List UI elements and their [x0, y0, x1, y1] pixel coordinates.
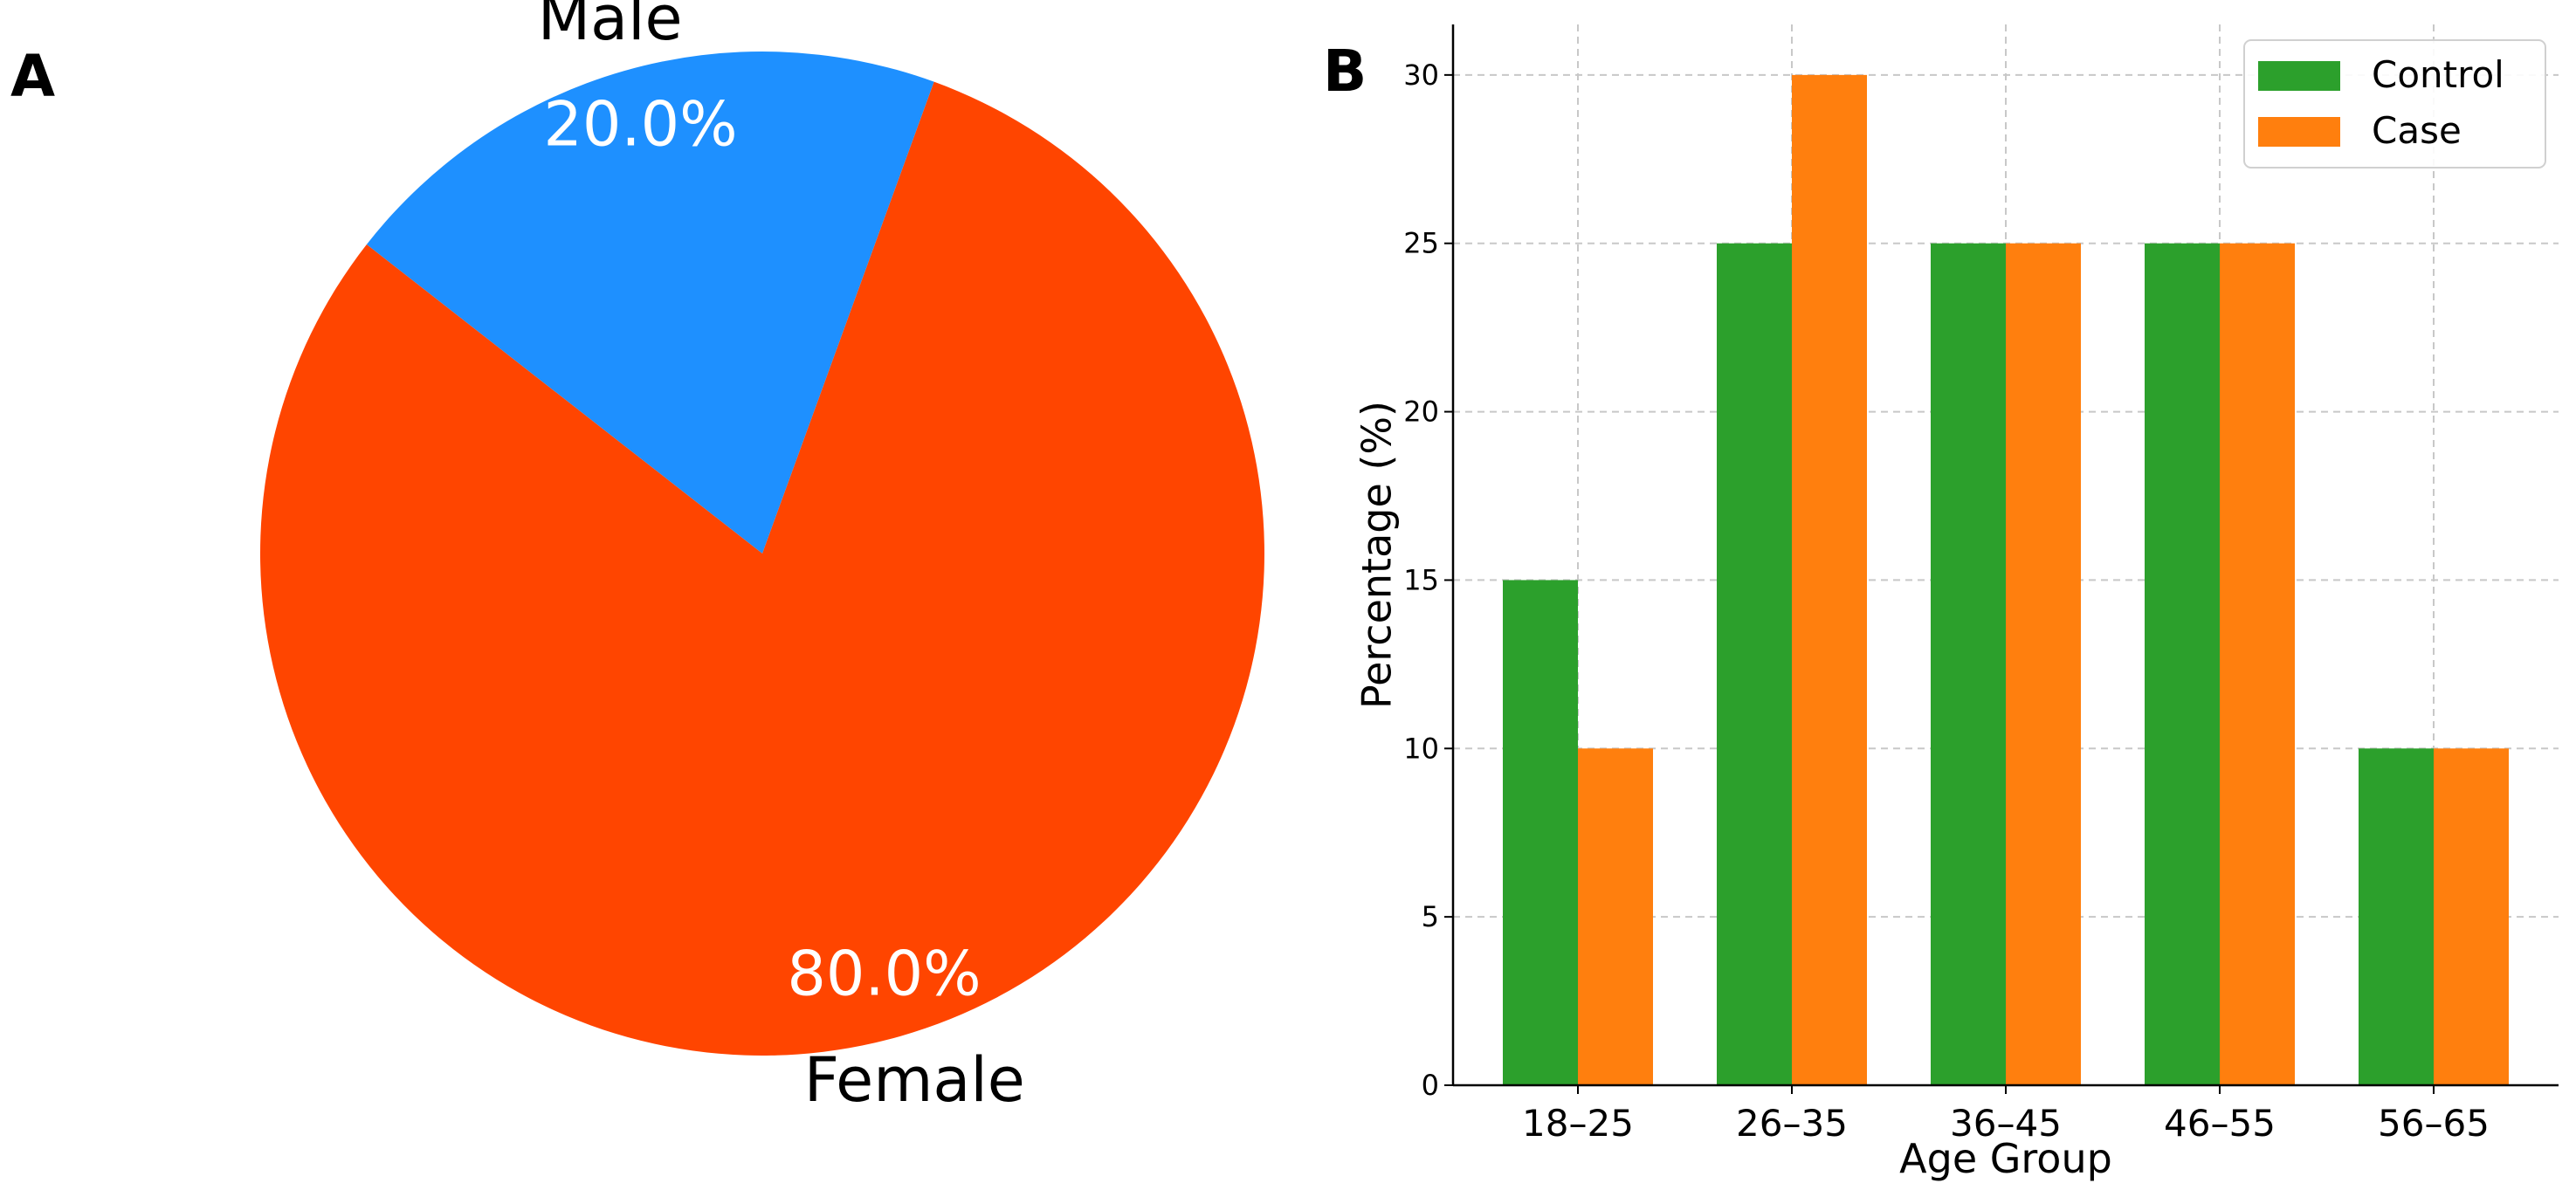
pie-label-female: Female — [804, 1044, 1025, 1116]
legend: Control Case — [2243, 39, 2546, 169]
x-tick-label: 56–65 — [2378, 1102, 2490, 1145]
pie-percent-female: 80.0% — [787, 938, 981, 1009]
legend-label-control: Control — [2372, 53, 2504, 96]
x-tick-label: 18–25 — [1522, 1102, 1634, 1145]
y-tick-label: 10 — [1403, 732, 1439, 765]
y-tick-label: 15 — [1403, 563, 1439, 596]
bar-control-36-45 — [1931, 243, 2006, 1085]
bar-case-56-65 — [2434, 748, 2509, 1085]
bar-control-18-25 — [1503, 580, 1578, 1085]
pie-slice-female — [259, 81, 1264, 1056]
x-tick-label: 26–35 — [1736, 1102, 1848, 1145]
y-tick-label: 0 — [1422, 1069, 1439, 1102]
bar-control-26-35 — [1717, 243, 1792, 1085]
pie-percent-male: 20.0% — [543, 89, 737, 161]
pie-label-male: Male — [538, 0, 683, 54]
x-axis-label: Age Group — [1899, 1135, 2112, 1182]
bar-control-46-55 — [2145, 243, 2220, 1085]
bar-case-26-35 — [1792, 74, 1867, 1085]
bar-control-56-65 — [2359, 748, 2434, 1085]
bar-case-46-55 — [2220, 243, 2295, 1085]
x-tick-label: 36–45 — [1950, 1102, 2062, 1145]
y-tick-label: 30 — [1403, 58, 1439, 92]
legend-swatch-case — [2258, 117, 2340, 147]
legend-label-case: Case — [2372, 109, 2462, 152]
panel-b-bar-chart: B 18–25 26–35 36–45 46–55 56–65051015202530 … — [1323, 24, 2559, 1182]
bar-case-36-45 — [2006, 243, 2081, 1085]
bar-case-18-25 — [1578, 748, 1653, 1085]
panel-a-pie-chart: A Male 20.0% Female 80.0% — [10, 0, 1264, 1116]
pie-slice-male — [366, 52, 934, 554]
panel-a-letter: A — [10, 43, 55, 110]
y-axis-label: Percentage (%) — [1353, 401, 1401, 709]
y-tick-label: 5 — [1422, 900, 1439, 933]
x-tick-label: 46–55 — [2164, 1102, 2276, 1145]
panel-b-letter: B — [1323, 38, 1367, 105]
y-tick-label: 25 — [1403, 227, 1439, 260]
legend-swatch-control — [2258, 61, 2340, 91]
y-tick-label: 20 — [1403, 396, 1439, 429]
